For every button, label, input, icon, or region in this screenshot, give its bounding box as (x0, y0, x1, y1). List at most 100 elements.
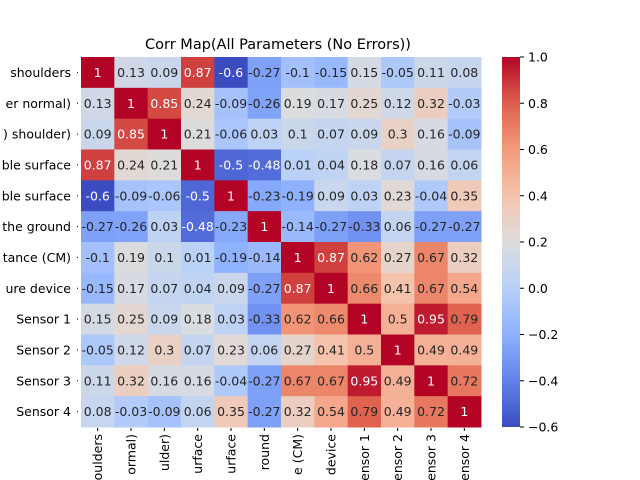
column-label: urface (190, 434, 205, 474)
colorbar-tick-label: 0.2 (528, 235, 548, 250)
heatmap-cell (381, 272, 415, 305)
heatmap-cell (381, 365, 415, 397)
row-label: ble surface (2, 188, 72, 203)
cell-value-label: 0.17 (317, 96, 345, 111)
heatmap-cell (281, 87, 315, 120)
cell-value-label: 1 (160, 127, 168, 142)
cell-value-label: 0.66 (317, 312, 345, 327)
column-label: Sensor 2 (390, 434, 405, 480)
cell-value-label: -0.09 (115, 188, 147, 203)
column-label: device (324, 434, 339, 475)
cell-value-label: 0.85 (117, 127, 145, 142)
cell-value-label: -0.09 (148, 404, 180, 419)
heatmap-cell (281, 365, 315, 397)
cell-value-label: 0.87 (317, 250, 345, 265)
heatmap-cell (214, 365, 249, 397)
cell-value-label: 0.62 (284, 312, 312, 327)
cell-value-label: -0.1 (285, 65, 309, 80)
cell-value-label: 0.5 (354, 342, 374, 357)
heatmap-cell (414, 211, 449, 243)
heatmap-cell (147, 242, 182, 274)
heatmap-cell (214, 272, 249, 305)
cell-value-label: -0.48 (248, 157, 280, 172)
cell-value-label: 0.27 (284, 342, 312, 357)
column-label: e (CM) (290, 434, 305, 475)
row-label: shoulders (10, 65, 71, 80)
heatmap-cell (314, 272, 349, 305)
heatmap-cell (281, 180, 315, 212)
heatmap-cell (81, 242, 115, 274)
cell-value-label: -0.15 (81, 281, 113, 296)
heatmap-cell (347, 334, 382, 366)
cell-value-label: 0.32 (417, 96, 445, 111)
heatmap-cell (214, 396, 249, 428)
heatmap-cell (347, 180, 382, 212)
cell-value-label: 0.17 (117, 281, 145, 296)
heatmap-cell (114, 303, 149, 335)
cell-value-label: 0.09 (84, 127, 112, 142)
heatmap-cell (247, 365, 282, 397)
cell-value-label: 0.07 (384, 157, 412, 172)
heatmap-cell (147, 211, 182, 243)
heatmap-cell (114, 242, 149, 274)
cell-value-label: 0.67 (417, 281, 445, 296)
heatmap-cell (314, 303, 349, 335)
cell-value-label: -0.05 (81, 342, 113, 357)
heatmap-cell (81, 118, 115, 150)
column-label: ormal) (124, 434, 139, 475)
cell-value-label: -0.1 (85, 250, 109, 265)
heatmap-cell (314, 242, 349, 274)
cell-value-label: 1 (394, 342, 402, 357)
heatmap-cell (81, 149, 115, 181)
cell-value-label: 0.67 (284, 373, 312, 388)
cell-value-label: 0.54 (317, 404, 345, 419)
heatmap-cell (147, 303, 182, 335)
cell-value-label: 0.13 (84, 96, 112, 111)
row-label: Sensor 2 (16, 342, 71, 357)
heatmap-cell (447, 396, 482, 428)
cell-value-label: 1 (360, 312, 368, 327)
heatmap-cell (347, 118, 382, 150)
cell-value-label: -0.03 (115, 404, 147, 419)
heatmap-cell (214, 334, 249, 366)
heatmap-cell (181, 396, 215, 428)
heatmap-cell (114, 272, 149, 305)
heatmap-cell (347, 365, 382, 397)
heatmap-cells: 1 0.13 0.09 0.87 -0.6 -0.27 -0.1 -0.15 0.15 -0.05… (81, 57, 482, 428)
cell-value-label: 0.11 (84, 373, 112, 388)
cell-value-label: 1 (460, 404, 468, 419)
heatmap-cell (381, 396, 415, 428)
cell-value-label: -0.15 (315, 65, 347, 80)
cell-value-label: 0.01 (184, 250, 212, 265)
heatmap-cell (314, 118, 349, 150)
heatmap-cell (247, 180, 282, 212)
cell-value-label: -0.04 (415, 188, 447, 203)
colorbar-tick-label: 0.0 (528, 281, 548, 296)
cell-value-label: 1 (294, 250, 302, 265)
heatmap-cell (247, 334, 282, 366)
heatmap-cell (181, 57, 215, 89)
cell-value-label: 0.32 (450, 250, 478, 265)
cell-value-label: 0.3 (154, 342, 174, 357)
cell-value-label: 0.72 (417, 404, 445, 419)
heatmap-cell (181, 149, 215, 181)
heatmap-cell (381, 118, 415, 150)
heatmap-cell (247, 242, 282, 274)
colorbar-tick-label: −0.6 (528, 420, 558, 435)
heatmap-cell (447, 272, 482, 305)
cell-value-label: -0.03 (448, 96, 480, 111)
cell-value-label: -0.27 (248, 65, 280, 80)
row-label: ble surface (2, 157, 72, 172)
heatmap-cell (414, 303, 449, 335)
cell-value-label: 0.66 (350, 281, 378, 296)
cell-value-label: 0.1 (154, 250, 174, 265)
heatmap-cell (214, 87, 249, 120)
cell-value-label: -0.19 (215, 250, 247, 265)
colorbar-tick-label: 0.4 (528, 188, 548, 203)
heatmap-cell (281, 334, 315, 366)
heatmap-cell (181, 118, 215, 150)
heatmap-cell (147, 272, 182, 305)
cell-value-label: 0.62 (350, 250, 378, 265)
heatmap-cell (414, 272, 449, 305)
heatmap-cell (81, 334, 115, 366)
